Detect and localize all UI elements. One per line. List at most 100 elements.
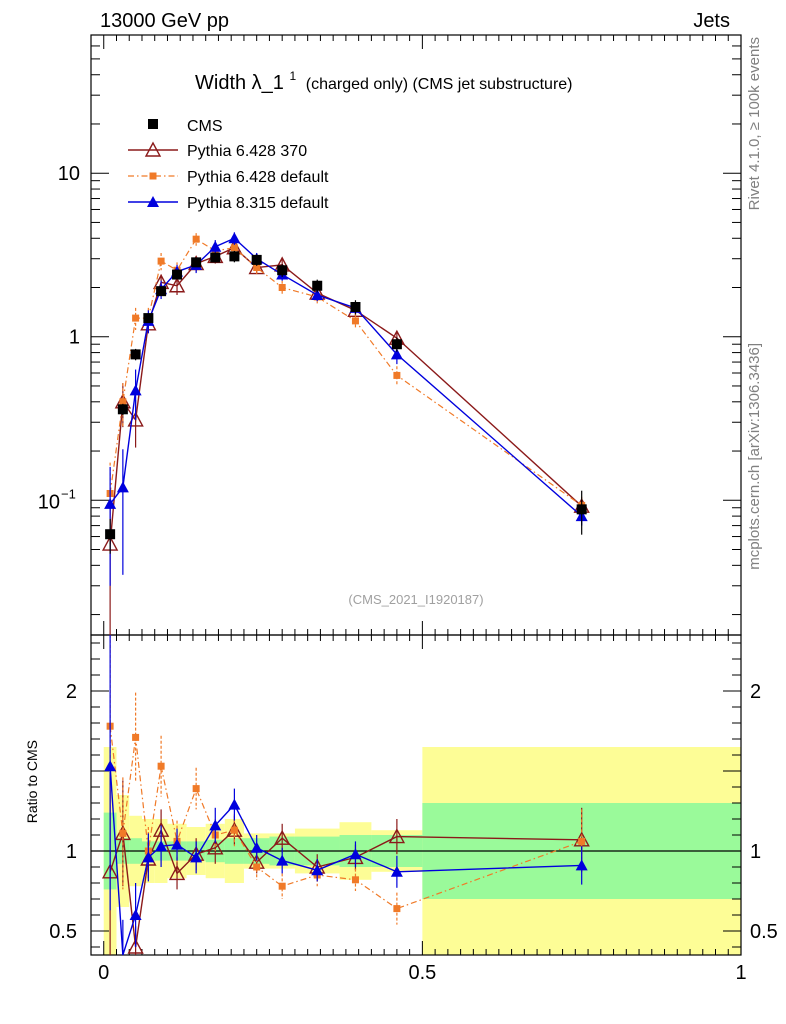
ratio-data-point [388, 828, 406, 844]
main-series-cms [105, 250, 587, 554]
ratio-data-point [575, 859, 588, 871]
ratio-series-2 [104, 635, 588, 956]
ratio-data-point [230, 826, 238, 834]
ratio-data-point [276, 854, 289, 866]
main-data-point [393, 371, 401, 379]
data-series [101, 232, 590, 956]
ratio-data-point [168, 864, 186, 881]
legend-marker [147, 196, 159, 207]
ratio-data-point [192, 785, 200, 793]
x-tick-label: 1 [735, 962, 746, 984]
plot-title-sup: 1 [290, 69, 297, 83]
main-data-point [311, 288, 324, 300]
cms-data-point [350, 301, 361, 312]
ratio-data-point [171, 838, 184, 850]
ratio-data-point [104, 760, 117, 772]
main-series-line [109, 237, 583, 517]
ratio-plot-frame [90, 634, 742, 956]
legend-marker [149, 172, 157, 180]
header-left-label: 13000 GeV pp [100, 10, 229, 32]
cms-data-point [251, 254, 262, 265]
main-data-point [230, 244, 238, 252]
main-data-point [129, 384, 142, 396]
cms-data-point [105, 529, 116, 540]
ratio-y-tick-label-right: 2 [750, 681, 761, 703]
cms-data-point [143, 313, 154, 324]
analysis-id-label: (CMS_2021_I1920187) [348, 592, 483, 607]
x-tick-label: 0.5 [408, 962, 436, 984]
ratio-y-tick-label-right: 0.5 [750, 921, 778, 943]
ratio-data-point [311, 864, 324, 876]
ratio-data-point [129, 909, 142, 920]
ratio-data-point [155, 840, 168, 852]
main-data-point [132, 314, 140, 322]
ratio-y-tick-label-right: 1 [750, 841, 761, 863]
mcplots-label: mcplots.cern.ch [arXiv:1306.3436] [746, 343, 763, 570]
ratio-data-point [578, 837, 586, 845]
x-tick-label: 0 [98, 962, 109, 984]
main-data-point [104, 497, 117, 509]
ratio-data-point [349, 848, 362, 860]
ratio-data-point [250, 841, 263, 853]
legend-marker [144, 141, 162, 157]
main-y-tick-label: 10 [38, 491, 60, 513]
main-data-point [119, 398, 127, 406]
main-data-point [209, 240, 222, 252]
legend: CMS Pythia 6.428 370 Pythia 6.428 default P… [128, 118, 329, 212]
main-data-point [278, 284, 286, 292]
main-data-point [228, 232, 241, 244]
main-series-0 [101, 239, 590, 635]
ratio-data-point [274, 829, 291, 845]
ratio-data-point [278, 882, 286, 890]
cms-data-point [172, 269, 183, 280]
plot-title-main: Width λ_1 [195, 72, 284, 94]
main-data-point [253, 264, 261, 272]
legend-label: Pythia 6.428 370 [187, 143, 307, 160]
cms-data-point [191, 257, 202, 268]
ratio-data-point [209, 819, 222, 831]
main-data-point [157, 257, 165, 265]
ratio-y-tick-label-left: 2 [66, 681, 77, 703]
ratio-y-tick-label-left: 0.5 [49, 921, 77, 943]
ratio-data-point [207, 839, 224, 855]
cms-data-point [117, 404, 128, 415]
legend-label: Pythia 8.315 default [187, 195, 329, 212]
ratio-data-point [157, 762, 165, 770]
main-y-tick-label: 10 [58, 163, 80, 185]
cms-data-point [391, 339, 402, 350]
cms-data-point [130, 349, 141, 360]
cms-data-point [277, 265, 288, 276]
main-data-point [168, 277, 186, 293]
cms-data-point [156, 286, 167, 297]
ratio-y-tick-label-left: 1 [66, 841, 77, 863]
plot-frames [90, 34, 742, 956]
ratio-data-point [190, 851, 203, 863]
ratio-data-point [228, 798, 241, 810]
ratio-data-point [127, 938, 144, 954]
main-y-tick-label: 1 [69, 327, 80, 349]
ratio-data-point [142, 851, 155, 863]
rivet-version-label: Rivet 4.1.0, ≥ 100k events [746, 37, 763, 210]
main-y-tick-exponent: −1 [61, 486, 76, 501]
cms-data-point [210, 252, 221, 263]
main-data-point [390, 348, 403, 360]
legend-label: Pythia 6.428 default [187, 169, 329, 186]
header-right-label: Jets [693, 10, 730, 32]
ratio-y-axis-label: Ratio to CMS [24, 740, 40, 823]
cms-data-point [229, 251, 240, 262]
ratio-uncertainty-bands [91, 747, 741, 955]
ratio-data-point [132, 733, 140, 741]
main-data-point [192, 235, 200, 243]
legend-marker-cms [148, 119, 158, 129]
cms-data-point [312, 280, 323, 291]
legend-label-cms: CMS [187, 118, 223, 135]
ratio-data-point [119, 829, 127, 837]
ratio-data-point [253, 863, 261, 871]
plot-title-rest: (charged only) (CMS jet substructure) [306, 76, 573, 93]
cms-data-point [576, 504, 587, 515]
plot-title: Width λ_1 1 (charged only) (CMS jet subs… [195, 63, 573, 94]
ratio-data-point [393, 905, 401, 913]
main-data-point [351, 317, 359, 325]
main-data-point [116, 481, 129, 493]
